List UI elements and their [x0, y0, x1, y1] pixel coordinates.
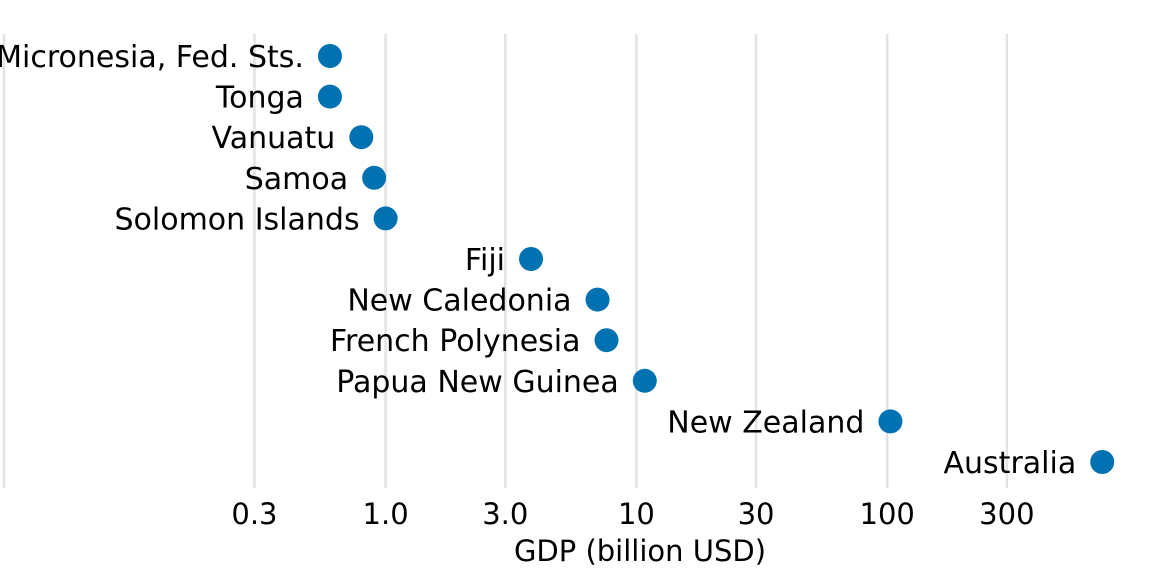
point-label: Tonga: [215, 81, 304, 116]
point-label: Micronesia, Fed. Sts.: [0, 40, 304, 75]
x-tick-label: 30: [738, 497, 775, 531]
plot-area: 0.3 1.0 3.0 10 30 100 300 Micronesia, Fed. Sts…: [0, 34, 1115, 531]
data-point: [1090, 450, 1115, 474]
point-label: Fiji: [465, 243, 505, 278]
data-point: [519, 247, 544, 271]
point-label: Australia: [944, 446, 1077, 481]
point-label: Vanuatu: [212, 121, 336, 156]
x-axis-ticks: 0.3 1.0 3.0 10 30 100 300: [231, 497, 1034, 531]
point-labels: Micronesia, Fed. Sts. Tonga Vanuatu Samoa So…: [0, 40, 1076, 481]
data-points: [317, 44, 1115, 474]
data-point: [373, 206, 398, 231]
x-tick-label: 1.0: [363, 497, 409, 531]
point-label: New Zealand: [667, 405, 864, 440]
data-point: [594, 328, 619, 353]
x-tick-label: 100: [860, 497, 915, 531]
point-label: New Caledonia: [347, 284, 571, 319]
data-point: [585, 287, 610, 312]
grid-lines: [253, 34, 1009, 488]
point-label: Samoa: [245, 162, 348, 197]
point-label: French Polynesia: [330, 324, 581, 359]
data-point: [632, 368, 657, 393]
point-label: Papua New Guinea: [336, 365, 619, 400]
data-point: [349, 125, 374, 150]
x-tick-label: 300: [979, 497, 1034, 531]
data-point: [878, 409, 903, 434]
data-point: [362, 165, 387, 190]
x-axis-title: GDP (billion USD): [514, 534, 766, 568]
x-tick-label: 10: [618, 497, 655, 531]
x-tick-label: 3.0: [482, 497, 528, 531]
point-label: Solomon Islands: [114, 202, 359, 237]
data-point: [317, 84, 342, 109]
x-tick-label: 0.3: [231, 497, 277, 531]
data-point: [317, 44, 342, 68]
